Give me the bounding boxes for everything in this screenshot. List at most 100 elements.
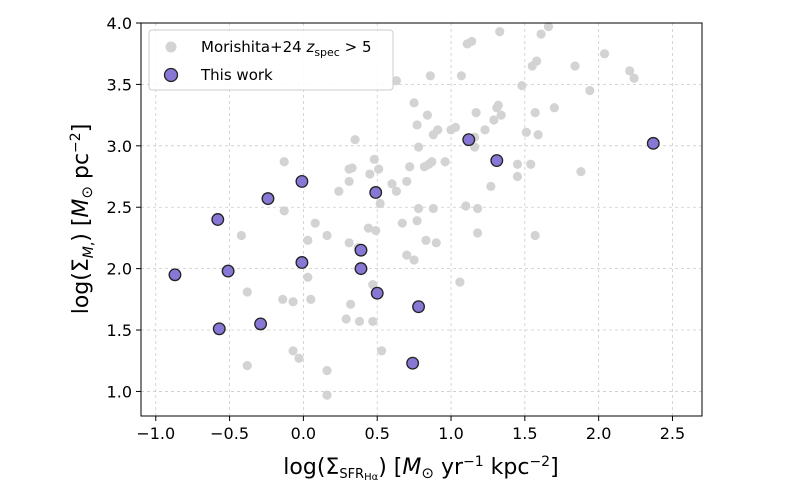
this-work-point (406, 356, 420, 370)
morishita-point (279, 206, 289, 216)
morishita-point (493, 100, 503, 110)
morishita-point (397, 218, 407, 228)
x-tick-label: 0.0 (291, 424, 316, 443)
y-axis-ticks: 1.0 1.5 2.0 2.5 3.0 3.5 4.0 (107, 14, 141, 401)
morishita-point (467, 36, 477, 47)
morishita-point (402, 176, 412, 187)
morishita-point (334, 186, 344, 196)
this-work-point (354, 243, 368, 257)
morishita-point (576, 167, 586, 177)
morishita-point (570, 61, 580, 71)
morishita-point (236, 230, 246, 241)
morishita-point (279, 157, 289, 167)
this-work-point (462, 133, 476, 147)
data-points (168, 22, 660, 400)
morishita-point (288, 346, 298, 356)
x-tick-label: 0.5 (364, 424, 389, 443)
this-work-point (261, 192, 275, 206)
morishita-point (402, 250, 412, 260)
morishita-point (322, 230, 332, 241)
x-tick-label: 2.5 (660, 424, 685, 443)
morishita-point (629, 73, 639, 83)
morishita-point (409, 255, 419, 265)
morishita-point (375, 198, 385, 209)
series-morishita (236, 22, 639, 400)
morishita-point (346, 299, 356, 309)
y-tick-label: 1.5 (107, 321, 132, 340)
morishita-point (421, 235, 431, 245)
this-work-point (211, 213, 225, 226)
morishita-point (455, 277, 465, 287)
morishita-point (486, 181, 496, 191)
morishita-point (391, 76, 402, 86)
morishita-point (413, 203, 424, 214)
morishita-point (450, 122, 461, 132)
morishita-point (440, 157, 450, 167)
x-axis-label: log(ΣSFRHα) [M⊙ yr−1 kpc−2] (283, 454, 558, 483)
morishita-point (625, 66, 635, 76)
morishita-point (365, 169, 375, 179)
morishita-point (599, 49, 610, 59)
y-tick-label: 1.0 (107, 382, 132, 401)
morishita-point (391, 186, 402, 196)
x-tick-label: 2.0 (586, 424, 611, 443)
legend-marker-morishita (165, 41, 177, 53)
this-work-point (254, 317, 268, 331)
morishita-point (242, 361, 252, 371)
morishita-point (456, 71, 466, 81)
morishita-point (288, 297, 298, 307)
morishita-point (306, 294, 316, 304)
morishita-point (543, 22, 554, 32)
morishita-point (412, 120, 422, 130)
morishita-point (344, 238, 354, 248)
y-axis-label: log(ΣM,) [M⊙ pc−2] (68, 124, 97, 315)
morishita-point (489, 115, 499, 125)
morishita-point (549, 103, 559, 113)
morishita-point (461, 201, 471, 211)
morishita-point (431, 238, 441, 248)
morishita-point (526, 159, 536, 169)
morishita-point (413, 142, 424, 152)
morishita-point (369, 154, 379, 164)
morishita-point (530, 108, 540, 118)
morishita-point (374, 164, 384, 174)
this-work-point (646, 136, 660, 150)
this-work-point (221, 264, 235, 278)
morishita-point (303, 272, 313, 282)
this-work-point (490, 154, 504, 168)
morishita-point (536, 29, 546, 39)
legend-box (148, 29, 394, 91)
morishita-point (310, 218, 320, 228)
morishita-point (433, 125, 443, 135)
morishita-point (354, 316, 365, 327)
morishita-point (512, 159, 523, 169)
morishita-point (512, 171, 523, 182)
morishita-point (496, 110, 506, 120)
legend: Morishita+24 zspec > 5 This work (148, 29, 394, 91)
morishita-point (278, 294, 288, 304)
morishita-point (412, 216, 422, 226)
legend-label-this-work: This work (200, 66, 273, 84)
morishita-point (405, 162, 415, 172)
morishita-point (322, 390, 332, 400)
x-tick-label: −0.5 (210, 424, 249, 443)
morishita-point (521, 127, 531, 137)
morishita-point (427, 157, 437, 167)
this-work-point (412, 300, 425, 314)
morishita-point (363, 223, 373, 233)
y-tick-label: 2.5 (107, 198, 132, 217)
morishita-point (517, 81, 527, 91)
morishita-point (495, 26, 505, 37)
morishita-point (294, 353, 304, 363)
y-tick-label: 4.0 (107, 14, 132, 33)
x-axis-ticks: −1.0 −0.5 0.0 0.5 1.0 1.5 2.0 2.5 (136, 416, 685, 443)
morishita-point (422, 110, 433, 120)
series-this-work (168, 133, 660, 370)
y-tick-label: 3.0 (107, 137, 132, 156)
morishita-point (585, 85, 595, 96)
morishita-point (303, 235, 313, 245)
morishita-point (530, 230, 540, 241)
morishita-point (473, 203, 483, 214)
morishita-point (368, 279, 378, 290)
y-tick-label: 3.5 (107, 75, 132, 94)
